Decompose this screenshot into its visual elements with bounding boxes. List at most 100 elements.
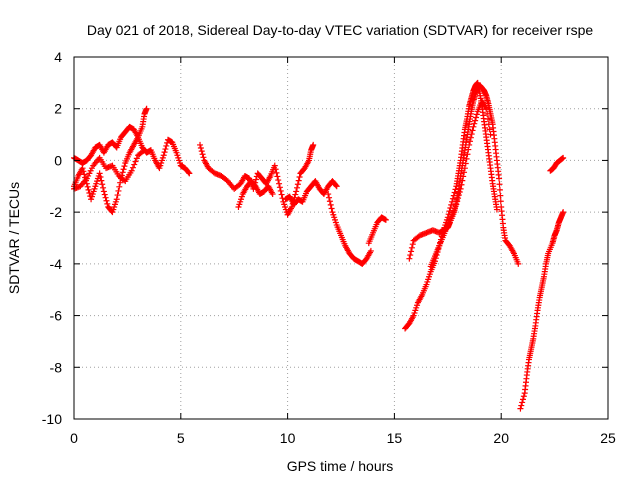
data-point-marker [103, 197, 110, 204]
data-point-marker [496, 175, 503, 182]
data-point-marker [133, 155, 140, 162]
x-tick-label: 10 [280, 430, 296, 446]
data-point-marker [272, 166, 279, 173]
data-point-marker [408, 248, 415, 255]
data-point-marker [449, 195, 456, 202]
data-point-marker [140, 148, 147, 155]
y-tick-label: -4 [50, 256, 63, 272]
series-track-11 [427, 97, 494, 270]
data-point-marker [132, 158, 139, 165]
y-tick-label: 4 [54, 49, 62, 65]
data-point-marker [472, 114, 479, 121]
data-point-marker [163, 142, 170, 149]
series-track-5 [235, 178, 276, 210]
data-point-marker [460, 173, 467, 180]
data-point-marker [455, 195, 462, 202]
data-point-marker [409, 241, 416, 248]
data-point-marker [493, 206, 500, 213]
data-point-marker [86, 190, 93, 197]
data-point-marker [120, 166, 127, 173]
data-point-marker [485, 121, 492, 128]
data-point-marker [465, 146, 472, 153]
data-point-marker [461, 169, 468, 176]
series-track-7 [325, 191, 374, 267]
data-point-marker [518, 402, 525, 409]
data-point-marker [116, 183, 123, 190]
data-point-marker [484, 110, 491, 117]
data-point-marker [484, 116, 491, 123]
data-point-marker [486, 126, 493, 133]
data-point-marker [81, 171, 88, 178]
y-tick-label: -8 [50, 359, 63, 375]
x-tick-label: 20 [493, 430, 509, 446]
series-track-8 [365, 214, 389, 247]
series-track-4 [197, 141, 317, 218]
data-point-marker [519, 399, 526, 406]
data-point-marker [276, 184, 283, 191]
data-point-marker [467, 134, 474, 141]
data-point-marker [271, 162, 278, 169]
data-point-marker [80, 168, 87, 175]
data-point-marker [128, 167, 135, 174]
data-point-marker [96, 170, 103, 177]
data-point-marker [199, 151, 206, 158]
data-point-marker [162, 146, 169, 153]
data-point-marker [197, 145, 204, 152]
x-axis-label: GPS time / hours [287, 458, 394, 474]
data-point-marker [327, 201, 334, 208]
data-point-marker [472, 117, 479, 124]
data-point-marker [198, 148, 205, 155]
data-point-marker [273, 169, 280, 176]
data-point-marker [519, 396, 526, 403]
data-point-marker [333, 183, 340, 190]
chart-title: Day 021 of 2018, Sidereal Day-to-day VTE… [87, 22, 593, 38]
data-point-marker [131, 161, 138, 168]
data-point-marker [466, 141, 473, 148]
data-point-marker [114, 192, 121, 199]
data-point-marker [278, 191, 285, 198]
data-point-marker [160, 152, 167, 159]
x-tick-label: 15 [387, 430, 403, 446]
data-point-marker [407, 252, 414, 259]
data-point-marker [453, 201, 460, 208]
data-point-marker [186, 170, 193, 177]
data-point-marker [98, 177, 105, 184]
data-point-marker [382, 216, 389, 223]
data-point-marker [408, 244, 415, 251]
data-point-marker [560, 209, 567, 216]
data-points [71, 79, 567, 412]
series-track-6 [282, 178, 340, 208]
data-point-marker [275, 177, 282, 184]
data-point-marker [295, 177, 302, 184]
series-track-12 [517, 209, 567, 412]
data-point-marker [487, 131, 494, 138]
plot-frame [73, 56, 609, 420]
data-point-marker [471, 120, 478, 127]
data-point-marker [454, 198, 461, 205]
data-point-marker [469, 127, 476, 134]
data-point-marker [274, 173, 281, 180]
series-track-13 [547, 154, 567, 174]
data-point-marker [332, 182, 339, 189]
data-point-marker [497, 192, 504, 199]
data-point-marker [79, 165, 86, 172]
data-point-marker [277, 187, 284, 194]
data-point-marker [463, 155, 470, 162]
data-point-marker [141, 147, 148, 154]
y-tick-label: 0 [54, 152, 62, 168]
axis-ticks: 0 5 10 15 20 25 -10 -8 -6 -4 -2 0 2 4 [42, 49, 616, 446]
data-point-marker [520, 393, 527, 400]
data-point-marker [448, 201, 455, 208]
data-point-marker [468, 131, 475, 138]
data-point-marker [451, 189, 458, 196]
data-point-marker [113, 196, 120, 203]
data-point-marker [455, 192, 462, 199]
y-tick-label: 2 [54, 101, 62, 117]
data-point-marker [100, 188, 107, 195]
series-track-2 [71, 123, 193, 177]
data-point-marker [269, 191, 276, 198]
data-point-marker [326, 198, 333, 205]
data-point-marker [496, 186, 503, 193]
data-point-marker [293, 188, 300, 195]
